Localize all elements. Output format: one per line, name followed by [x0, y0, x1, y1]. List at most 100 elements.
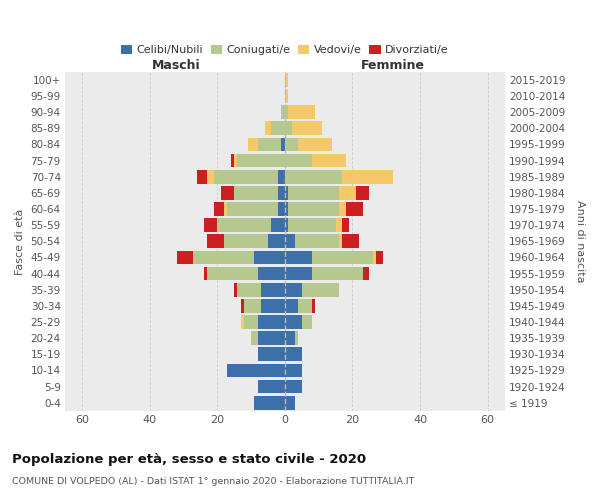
Bar: [254, 250, 285, 264]
Bar: [227, 202, 278, 216]
Bar: [373, 250, 376, 264]
Bar: [241, 315, 244, 329]
Y-axis label: Fasce di età: Fasce di età: [15, 208, 25, 274]
Bar: [234, 154, 238, 168]
Text: Maschi: Maschi: [152, 59, 201, 72]
Bar: [285, 299, 298, 313]
Bar: [241, 299, 244, 313]
Bar: [285, 170, 343, 183]
Bar: [258, 332, 285, 345]
Bar: [356, 186, 370, 200]
Bar: [227, 364, 285, 378]
Bar: [207, 234, 224, 248]
Bar: [258, 380, 285, 394]
Bar: [298, 138, 332, 151]
Bar: [271, 122, 285, 135]
Bar: [214, 170, 278, 183]
Bar: [285, 348, 302, 361]
Text: COMUNE DI VOLPEDO (AL) - Dati ISTAT 1° gennaio 2020 - Elaborazione TUTTITALIA.IT: COMUNE DI VOLPEDO (AL) - Dati ISTAT 1° g…: [12, 478, 415, 486]
Bar: [288, 106, 315, 119]
Bar: [295, 234, 339, 248]
Bar: [339, 202, 346, 216]
Bar: [285, 106, 288, 119]
Text: Popolazione per età, sesso e stato civile - 2020: Popolazione per età, sesso e stato civil…: [12, 452, 366, 466]
Bar: [295, 332, 298, 345]
Bar: [285, 396, 295, 409]
Bar: [285, 315, 302, 329]
Bar: [285, 154, 312, 168]
Bar: [271, 218, 285, 232]
Bar: [285, 89, 288, 103]
Bar: [343, 218, 349, 232]
Bar: [346, 202, 362, 216]
Bar: [258, 138, 281, 151]
Bar: [312, 154, 346, 168]
Bar: [176, 250, 193, 264]
Bar: [244, 299, 261, 313]
Bar: [203, 266, 207, 280]
Bar: [268, 234, 285, 248]
Bar: [258, 315, 285, 329]
Bar: [376, 250, 383, 264]
Bar: [221, 186, 234, 200]
Bar: [343, 234, 359, 248]
Bar: [248, 138, 258, 151]
Bar: [207, 266, 258, 280]
Bar: [343, 170, 393, 183]
Text: Femmine: Femmine: [361, 59, 425, 72]
Bar: [197, 170, 207, 183]
Bar: [234, 186, 278, 200]
Bar: [234, 283, 238, 296]
Bar: [285, 122, 292, 135]
Bar: [285, 364, 302, 378]
Bar: [285, 250, 312, 264]
Bar: [312, 250, 373, 264]
Bar: [261, 299, 285, 313]
Bar: [335, 218, 343, 232]
Bar: [285, 380, 302, 394]
Bar: [281, 138, 285, 151]
Bar: [302, 283, 339, 296]
Bar: [288, 202, 339, 216]
Bar: [288, 186, 339, 200]
Bar: [362, 266, 370, 280]
Bar: [278, 186, 285, 200]
Bar: [339, 234, 343, 248]
Bar: [217, 218, 271, 232]
Bar: [278, 202, 285, 216]
Bar: [298, 299, 312, 313]
Bar: [258, 266, 285, 280]
Bar: [285, 234, 295, 248]
Bar: [254, 396, 285, 409]
Bar: [312, 266, 362, 280]
Bar: [224, 234, 268, 248]
Legend: Celibi/Nubili, Coniugati/e, Vedovi/e, Divorziati/e: Celibi/Nubili, Coniugati/e, Vedovi/e, Di…: [116, 40, 453, 60]
Bar: [261, 283, 285, 296]
Bar: [339, 186, 356, 200]
Bar: [278, 170, 285, 183]
Bar: [224, 202, 227, 216]
Bar: [288, 218, 335, 232]
Y-axis label: Anni di nascita: Anni di nascita: [575, 200, 585, 282]
Bar: [251, 332, 258, 345]
Bar: [265, 122, 271, 135]
Bar: [285, 138, 298, 151]
Bar: [238, 283, 261, 296]
Bar: [285, 283, 302, 296]
Bar: [244, 315, 258, 329]
Bar: [258, 348, 285, 361]
Bar: [285, 218, 288, 232]
Bar: [285, 186, 288, 200]
Bar: [281, 106, 285, 119]
Bar: [193, 250, 254, 264]
Bar: [292, 122, 322, 135]
Bar: [230, 154, 234, 168]
Bar: [302, 315, 312, 329]
Bar: [207, 170, 214, 183]
Bar: [285, 332, 295, 345]
Bar: [285, 73, 288, 86]
Bar: [203, 218, 217, 232]
Bar: [312, 299, 315, 313]
Bar: [285, 202, 288, 216]
Bar: [285, 266, 312, 280]
